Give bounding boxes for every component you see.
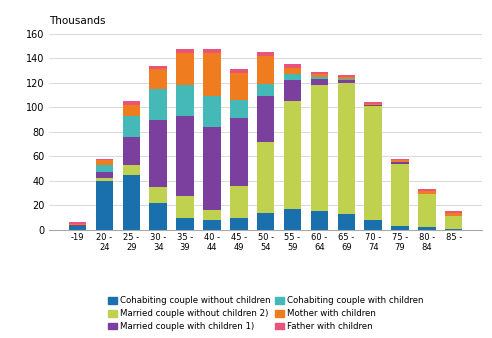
Bar [257,96,275,142]
Legend: Cohabiting couple without children, Married couple without children 2), Married : Cohabiting couple without children, Marr… [104,293,427,335]
Bar [123,165,140,175]
Bar [203,48,221,53]
Bar [365,220,382,230]
Bar [203,127,221,210]
Bar [176,218,194,230]
Bar [391,159,409,160]
Bar [69,225,86,226]
Bar [203,210,221,220]
Bar [445,228,462,230]
Bar [338,80,355,83]
Bar [123,175,140,230]
Bar [96,165,113,172]
Bar [176,85,194,116]
Bar [150,203,167,230]
Bar [176,116,194,195]
Bar [284,80,301,101]
Bar [96,178,113,181]
Bar [418,191,435,194]
Bar [150,187,167,203]
Bar [284,74,301,80]
Bar [310,85,328,212]
Bar [445,212,462,213]
Bar [150,66,167,69]
Bar [284,101,301,209]
Bar [123,105,140,116]
Bar [123,116,140,137]
Text: Thousands: Thousands [49,16,106,26]
Bar [203,53,221,96]
Bar [230,69,247,73]
Bar [445,216,462,228]
Bar [310,74,328,77]
Bar [150,120,167,187]
Bar [230,100,247,118]
Bar [338,83,355,214]
Bar [338,214,355,230]
Bar [257,84,275,96]
Bar [284,209,301,230]
Bar [391,164,409,226]
Bar [257,142,275,213]
Bar [69,226,86,230]
Bar [96,160,113,165]
Bar [338,75,355,77]
Bar [310,212,328,230]
Bar [338,77,355,79]
Bar [96,159,113,160]
Bar [310,79,328,85]
Bar [176,53,194,85]
Bar [257,213,275,230]
Bar [391,160,409,163]
Bar [391,163,409,164]
Bar [284,65,301,68]
Bar [284,68,301,74]
Bar [176,195,194,218]
Bar [69,222,86,224]
Bar [310,77,328,79]
Bar [365,105,382,106]
Bar [365,102,382,104]
Bar [203,96,221,127]
Bar [150,89,167,120]
Bar [418,227,435,230]
Bar [123,137,140,165]
Bar [365,104,382,105]
Bar [230,218,247,230]
Bar [445,213,462,216]
Bar [176,48,194,53]
Bar [230,73,247,100]
Bar [310,72,328,74]
Bar [365,106,382,220]
Bar [230,118,247,186]
Bar [69,224,86,225]
Bar [338,79,355,80]
Bar [391,226,409,230]
Bar [96,172,113,178]
Bar [150,69,167,89]
Bar [418,189,435,191]
Bar [123,101,140,105]
Bar [418,194,435,227]
Bar [257,56,275,84]
Bar [257,52,275,56]
Bar [96,181,113,230]
Bar [203,220,221,230]
Bar [230,186,247,218]
